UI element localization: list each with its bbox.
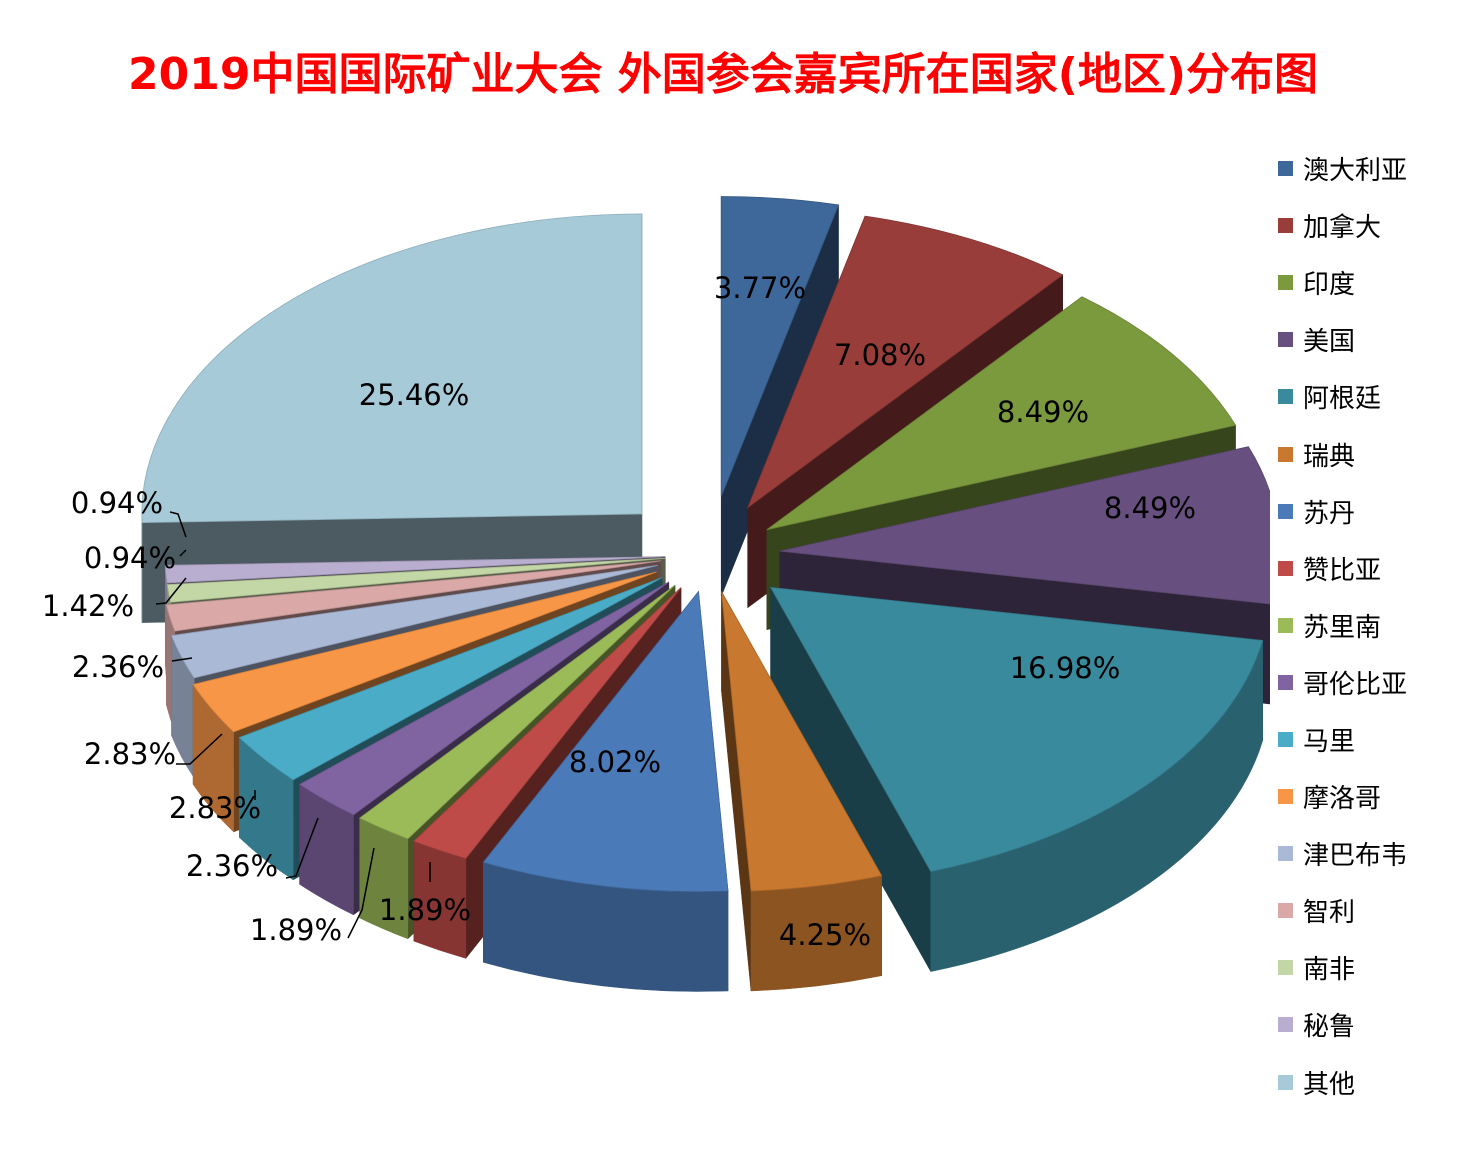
legend-label: 哥伦比亚 bbox=[1303, 669, 1408, 700]
legend-swatch bbox=[1278, 389, 1293, 405]
legend-label: 印度 bbox=[1303, 270, 1356, 301]
leader-line-16 bbox=[169, 511, 187, 538]
legend-label: 马里 bbox=[1303, 726, 1356, 757]
legend-swatch bbox=[1278, 560, 1293, 576]
data-label-9: 1.89% bbox=[250, 913, 342, 947]
legend-item: 阿根廷 bbox=[1278, 368, 1458, 425]
legend-item: 南非 bbox=[1278, 939, 1458, 996]
legend-swatch bbox=[1278, 503, 1293, 519]
data-label-13: 2.36% bbox=[72, 650, 164, 684]
legend-label: 秘鲁 bbox=[1303, 1012, 1356, 1043]
leader-line-10 bbox=[285, 817, 319, 879]
data-label-5: 16.98% bbox=[1010, 651, 1121, 685]
data-label-4: 8.49% bbox=[1104, 491, 1196, 525]
legend-item: 津巴布韦 bbox=[1278, 825, 1458, 882]
legend-label: 美国 bbox=[1303, 327, 1356, 358]
data-label-8: 1.89% bbox=[379, 893, 471, 927]
legend-item: 瑞典 bbox=[1278, 425, 1458, 482]
data-label-16: 0.94% bbox=[71, 486, 163, 520]
legend-item: 秘鲁 bbox=[1278, 996, 1458, 1053]
legend-swatch bbox=[1278, 446, 1293, 462]
legend-swatch bbox=[1278, 161, 1293, 177]
legend-label: 智利 bbox=[1303, 898, 1356, 929]
leader-line-9 bbox=[347, 847, 375, 939]
legend-swatch bbox=[1278, 1074, 1293, 1090]
legend-item: 马里 bbox=[1278, 711, 1458, 768]
data-label-6: 4.25% bbox=[779, 918, 871, 952]
legend-item: 美国 bbox=[1278, 311, 1458, 368]
data-label-15: 0.94% bbox=[84, 541, 176, 575]
legend-swatch bbox=[1278, 332, 1293, 348]
legend-swatch bbox=[1278, 789, 1293, 805]
legend-item: 苏丹 bbox=[1278, 483, 1458, 540]
legend: 澳大利亚加拿大印度美国阿根廷瑞典苏丹赞比亚苏里南哥伦比亚马里摩洛哥津巴布韦智利南… bbox=[1278, 140, 1458, 1111]
legend-item: 澳大利亚 bbox=[1278, 140, 1458, 197]
legend-item: 智利 bbox=[1278, 882, 1458, 939]
legend-item: 其他 bbox=[1278, 1054, 1458, 1111]
data-label-1: 3.77% bbox=[714, 271, 806, 305]
legend-swatch bbox=[1278, 275, 1293, 291]
data-label-11: 2.83% bbox=[169, 791, 261, 825]
legend-item: 哥伦比亚 bbox=[1278, 654, 1458, 711]
legend-label: 赞比亚 bbox=[1303, 555, 1382, 586]
legend-swatch bbox=[1278, 1017, 1293, 1033]
pie-slice-5 bbox=[769, 586, 1264, 973]
leader-line-12 bbox=[176, 733, 223, 765]
legend-item: 加拿大 bbox=[1278, 197, 1458, 254]
leader-line-15 bbox=[179, 549, 187, 557]
legend-item: 印度 bbox=[1278, 254, 1458, 311]
data-label-7: 8.02% bbox=[569, 745, 661, 779]
legend-label: 瑞典 bbox=[1303, 441, 1356, 472]
leader-lines bbox=[155, 511, 431, 939]
data-label-17: 25.46% bbox=[359, 378, 470, 412]
legend-label: 其他 bbox=[1303, 1069, 1356, 1100]
pie-slice-7 bbox=[482, 590, 729, 992]
data-label-3: 8.49% bbox=[997, 395, 1089, 429]
legend-label: 苏里南 bbox=[1303, 612, 1382, 643]
legend-swatch bbox=[1278, 617, 1293, 633]
data-label-12: 2.83% bbox=[84, 737, 176, 771]
legend-label: 苏丹 bbox=[1303, 498, 1356, 529]
legend-label: 澳大利亚 bbox=[1303, 156, 1408, 187]
pie-chart: 3.77% 7.08% 8.49% 8.49% 16.98% 4.25% 8.02% 1.89… bbox=[42, 196, 1270, 992]
legend-swatch bbox=[1278, 218, 1293, 234]
legend-swatch bbox=[1278, 846, 1293, 862]
legend-label: 摩洛哥 bbox=[1303, 784, 1382, 815]
legend-item: 摩洛哥 bbox=[1278, 768, 1458, 825]
legend-swatch bbox=[1278, 960, 1293, 976]
legend-item: 赞比亚 bbox=[1278, 540, 1458, 597]
data-label-2: 7.08% bbox=[834, 338, 926, 372]
legend-item: 苏里南 bbox=[1278, 597, 1458, 654]
data-labels: 3.77% 7.08% 8.49% 8.49% 16.98% 4.25% 8.02% 1.89… bbox=[42, 271, 1196, 952]
slice-layer bbox=[141, 196, 1270, 992]
chart-title: 2019中国国际矿业大会 外国参会嘉宾所在国家(地区)分布图 bbox=[128, 49, 1318, 100]
data-label-14: 1.42% bbox=[42, 589, 134, 623]
legend-label: 阿根廷 bbox=[1303, 384, 1382, 415]
legend-swatch bbox=[1278, 903, 1293, 919]
legend-label: 加拿大 bbox=[1303, 213, 1382, 244]
legend-label: 津巴布韦 bbox=[1303, 841, 1408, 872]
data-label-10: 2.36% bbox=[186, 849, 278, 883]
leader-line-13 bbox=[171, 657, 193, 662]
legend-label: 南非 bbox=[1303, 955, 1356, 986]
legend-swatch bbox=[1278, 674, 1293, 690]
legend-swatch bbox=[1278, 731, 1293, 747]
pie-slice-6 bbox=[721, 590, 883, 992]
leader-line-14 bbox=[155, 577, 187, 605]
